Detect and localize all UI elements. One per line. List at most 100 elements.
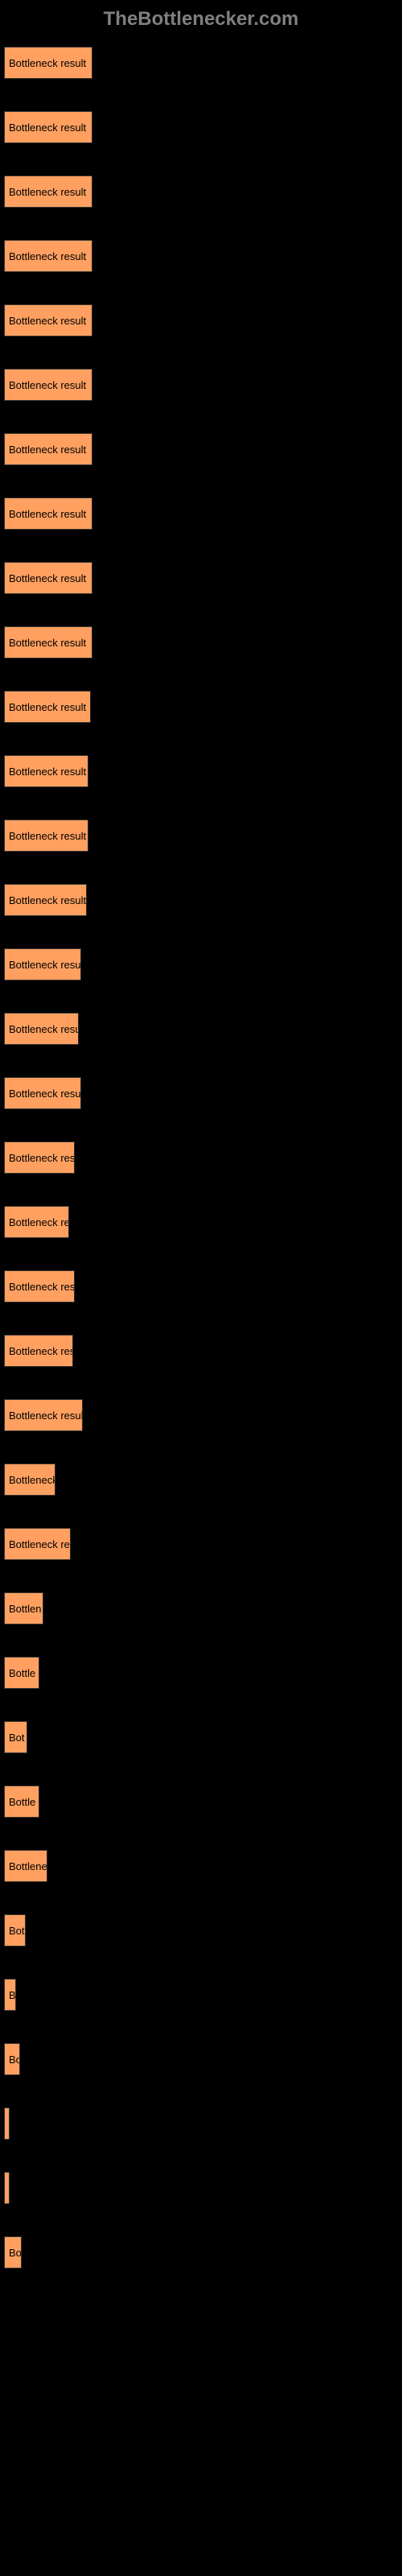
bar-row: Bo bbox=[4, 2043, 398, 2075]
footer-bar: Bo bbox=[4, 2236, 22, 2268]
bar-label: Bottle bbox=[9, 1667, 35, 1679]
bar-label: Bottlen bbox=[9, 1603, 41, 1615]
bar: Bottleneck result bbox=[4, 819, 88, 852]
bar: Bottleneck result bbox=[4, 884, 87, 916]
bar-label: Bottleneck result bbox=[9, 1410, 83, 1422]
bar: Bottleneck result bbox=[4, 47, 92, 79]
bar-label: Bo bbox=[9, 2054, 20, 2066]
bar: B bbox=[4, 1979, 16, 2011]
bar-label: Bottleneck resu bbox=[9, 1281, 75, 1293]
bar: Bottleneck result bbox=[4, 240, 92, 272]
bar-label: Bottleneck result bbox=[9, 186, 86, 198]
bar-row: Bottleneck result bbox=[4, 497, 398, 530]
bar-row: Bottleneck result bbox=[4, 369, 398, 401]
bar: Bottleneck result bbox=[4, 369, 92, 401]
bar-row bbox=[4, 2107, 398, 2140]
bar bbox=[4, 2107, 10, 2140]
bar-row: Bottleneck result bbox=[4, 1399, 398, 1431]
bar-label: Bottleneck result bbox=[9, 572, 86, 584]
bar-label: Bottleneck result bbox=[9, 444, 86, 456]
bar: Bottleneck resu bbox=[4, 1270, 75, 1302]
bar-row: Bottleneck result bbox=[4, 1013, 398, 1045]
bar-label: Bottleneck result bbox=[9, 508, 86, 520]
bar: Bottle bbox=[4, 1785, 39, 1818]
bar-label: Bottleneck result bbox=[9, 894, 86, 906]
bar-label: B bbox=[9, 1989, 16, 2001]
bar-row: Bottleneck res bbox=[4, 1335, 398, 1367]
bar-label: Bottle bbox=[9, 1796, 35, 1808]
bar-row: Bottleneck res bbox=[4, 1528, 398, 1560]
bar: Bottleneck bbox=[4, 1463, 55, 1496]
bar-row: Bottleneck result bbox=[4, 175, 398, 208]
bar-row: Bottleneck result bbox=[4, 304, 398, 336]
bar-row: Bottleneck re bbox=[4, 1206, 398, 1238]
bar-row: Bottleneck result bbox=[4, 47, 398, 79]
bar: Bottleneck result bbox=[4, 1013, 79, 1045]
bar-row: Bottleneck result bbox=[4, 626, 398, 658]
bar-label: Bottleneck result bbox=[9, 250, 86, 262]
bar-row: Bottleneck result bbox=[4, 562, 398, 594]
bar: Bot bbox=[4, 1914, 26, 1946]
bar-row: Bottleneck result bbox=[4, 433, 398, 465]
bar-label: Bottleneck result bbox=[9, 379, 86, 391]
bar-row: Bottleneck result bbox=[4, 755, 398, 787]
bar-label: Bottleneck res bbox=[9, 1345, 73, 1357]
bar: Bo bbox=[4, 2043, 20, 2075]
bar-label: Bottleneck resu bbox=[9, 1152, 75, 1164]
bar-label: Bottleneck result bbox=[9, 701, 86, 713]
bar-row: Bot bbox=[4, 1914, 398, 1946]
site-title: TheBottlenecker.com bbox=[104, 8, 299, 30]
bar-label: Bottleneck result bbox=[9, 766, 86, 778]
bar: Bottleneck resu bbox=[4, 1141, 75, 1174]
bar-row: Bottlene bbox=[4, 1850, 398, 1882]
bar: Bottleneck re bbox=[4, 1206, 69, 1238]
bar-label: Bottleneck result bbox=[9, 315, 86, 327]
footer-bar-label: Bo bbox=[9, 2247, 22, 2259]
bar: Bottle bbox=[4, 1657, 39, 1689]
bar: Bottlene bbox=[4, 1850, 47, 1882]
bar-row: Bottleneck resu bbox=[4, 1270, 398, 1302]
bar-row: Bottleneck result bbox=[4, 884, 398, 916]
bar-row: Bottleneck result bbox=[4, 819, 398, 852]
bar: Bottleneck result bbox=[4, 755, 88, 787]
bar-label: Bottleneck result bbox=[9, 122, 86, 134]
bar-row: Bottleneck resu bbox=[4, 1141, 398, 1174]
bar-label: Bot bbox=[9, 1925, 25, 1937]
bar-label: Bottlene bbox=[9, 1860, 47, 1872]
bar-row: Bottle bbox=[4, 1657, 398, 1689]
bar-label: Bottleneck res bbox=[9, 1538, 71, 1550]
bar: Bot bbox=[4, 1721, 27, 1753]
bar: Bottlen bbox=[4, 1592, 43, 1624]
bar-label: Bottleneck result bbox=[9, 637, 86, 649]
bar: Bottleneck result bbox=[4, 1077, 81, 1109]
bar-row: Bottleneck result bbox=[4, 1077, 398, 1109]
bar: Bottleneck result bbox=[4, 562, 92, 594]
bar: Bottleneck res bbox=[4, 1528, 71, 1560]
bar-label: Bottleneck re bbox=[9, 1216, 69, 1228]
bar: Bottleneck result bbox=[4, 433, 92, 465]
bar-label: Bottleneck result bbox=[9, 959, 81, 971]
bar: Bottleneck result bbox=[4, 175, 92, 208]
bar-chart: Bottleneck result Bottleneck result Bottle… bbox=[0, 47, 402, 2268]
bar-label: Bottleneck result bbox=[9, 1088, 81, 1100]
bar-row bbox=[4, 2172, 398, 2204]
bar: Bottleneck result bbox=[4, 948, 81, 980]
bar-label: Bottleneck result bbox=[9, 1023, 79, 1035]
footer-bar-row: Bo bbox=[4, 2236, 398, 2268]
bar-row: Bottlen bbox=[4, 1592, 398, 1624]
bar-label: Bottleneck bbox=[9, 1474, 55, 1486]
bar-row: Bottleneck result bbox=[4, 240, 398, 272]
bar-row: Bottle bbox=[4, 1785, 398, 1818]
bar: Bottleneck result bbox=[4, 626, 92, 658]
bar-label: Bot bbox=[9, 1732, 25, 1744]
bar: Bottleneck result bbox=[4, 497, 92, 530]
bar: Bottleneck res bbox=[4, 1335, 73, 1367]
header: TheBottlenecker.com bbox=[0, 0, 402, 47]
bar-row: Bottleneck result bbox=[4, 948, 398, 980]
bar: Bottleneck result bbox=[4, 304, 92, 336]
bar-label: Bottleneck result bbox=[9, 830, 86, 842]
bar-row: Bottleneck result bbox=[4, 111, 398, 143]
bar-label: Bottleneck result bbox=[9, 57, 86, 69]
bar-row: Bottleneck bbox=[4, 1463, 398, 1496]
bar-row: Bot bbox=[4, 1721, 398, 1753]
